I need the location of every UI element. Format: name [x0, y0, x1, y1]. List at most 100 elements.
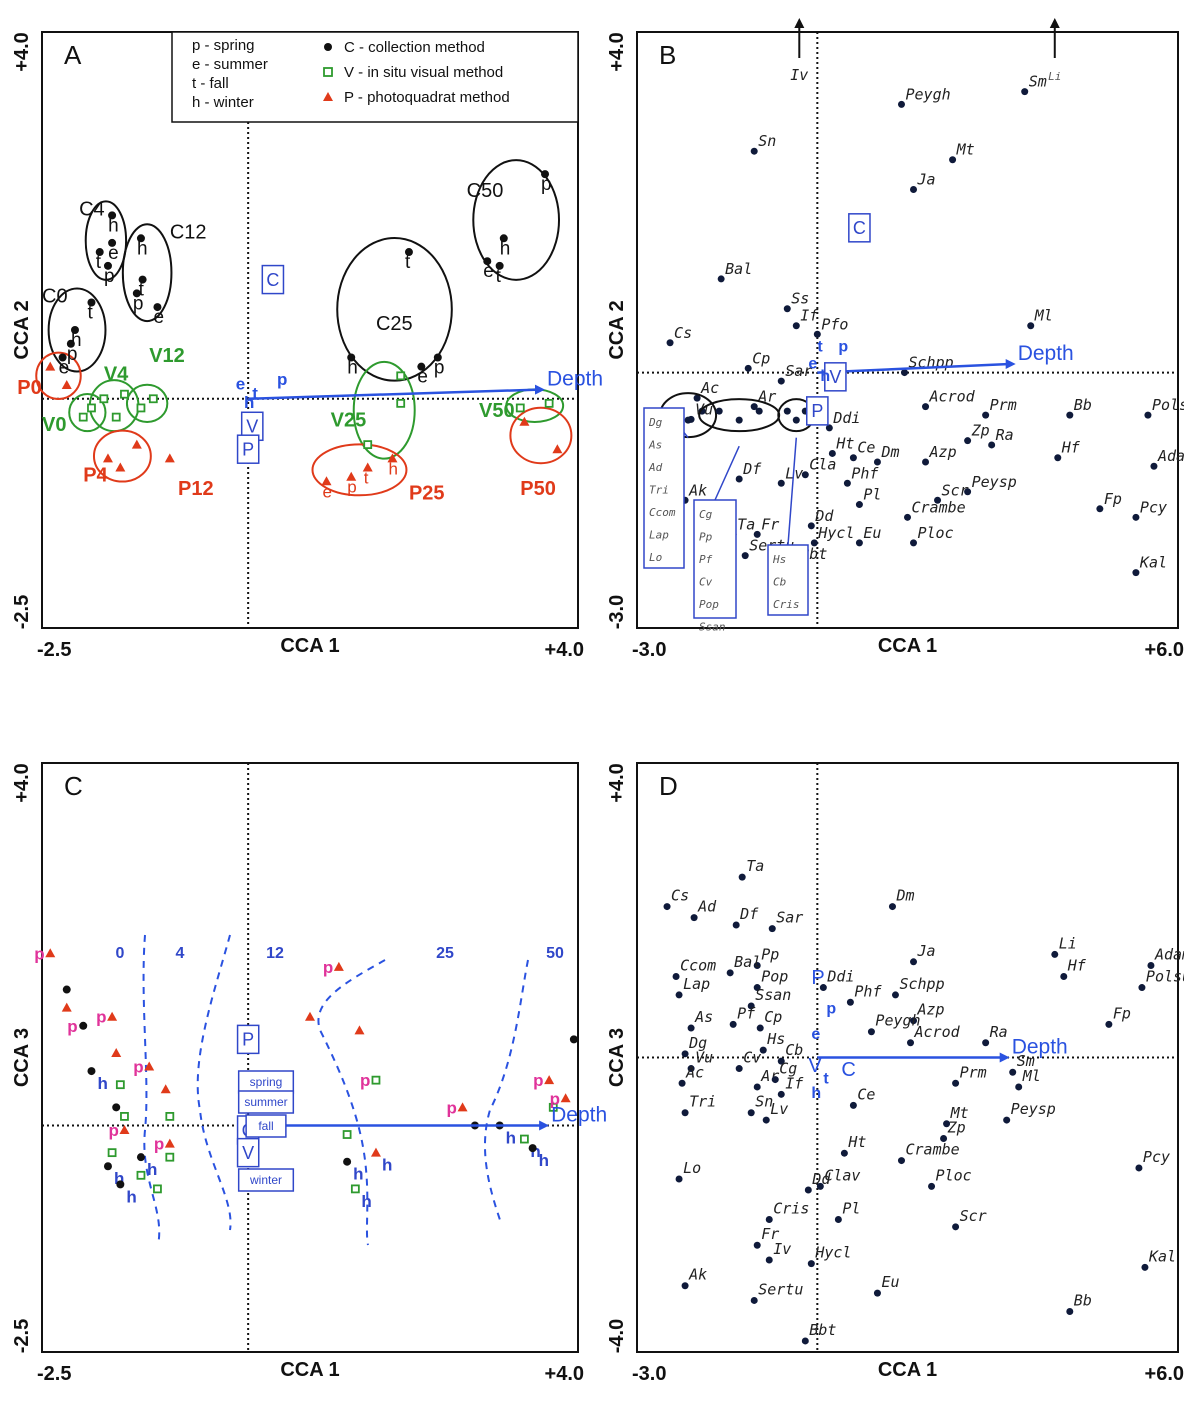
collection-sample-point [495, 261, 504, 270]
species-point-Cv [735, 1065, 743, 1073]
species-label-As: As [694, 1008, 713, 1026]
species-point-Peysp [964, 488, 972, 496]
species-label-Ad: Ad [697, 898, 717, 916]
season-centroid-t: t [817, 338, 823, 355]
collection-sample-point [569, 1035, 578, 1044]
season-mark: e [417, 367, 428, 388]
species-point-Ce [849, 1101, 857, 1109]
species-point-Kal [1132, 569, 1140, 577]
photo-sample-point [102, 453, 113, 463]
x-tick-min: -3.0 [632, 1363, 666, 1385]
season-mark-spring: p [533, 1071, 543, 1090]
depth-label: Depth [1018, 342, 1074, 365]
species-point-Bb [1066, 411, 1074, 419]
species-point-Sn [747, 1109, 755, 1117]
species-point-Bal [726, 969, 734, 977]
depth-zone-boundary [196, 934, 232, 1231]
species-label-Fp: Fp [1104, 490, 1122, 508]
species-label-Bal: Bal [734, 953, 761, 971]
species-label-Schpp: Schpp [899, 975, 944, 993]
species-label-Cris: Cris [773, 1199, 809, 1217]
x-axis-label: CCA 1 [878, 635, 937, 657]
species-point-Df [735, 475, 743, 483]
collection-sample-point [70, 326, 79, 334]
visual-sample-point [87, 403, 96, 413]
species-label-Kal: Kal [1139, 554, 1167, 572]
season-mark-spring: p [447, 1098, 457, 1117]
species-label-Ra: Ra [990, 1023, 1008, 1041]
species-label-Hs: Hs [766, 1030, 785, 1048]
species-group-item-Hs: Hs [772, 553, 786, 566]
species-point-Ddi [819, 984, 827, 992]
species-point-Eu [873, 1289, 881, 1297]
species-label-Acrod: Acrod [914, 1023, 961, 1041]
species-label-If: If [800, 307, 819, 325]
species-label-Pop: Pop [761, 968, 788, 986]
species-group-box: Hs Cb Cris [767, 437, 809, 616]
y-tick-max: +4.0 [11, 763, 33, 802]
x-tick-min: -2.5 [37, 639, 71, 661]
species-group-item-As: As [648, 439, 662, 452]
species-label-Ta: Ta [746, 857, 764, 875]
visual-sample-point [515, 403, 525, 413]
species-label-Pcy: Pcy [1140, 498, 1167, 516]
species-label-Eu: Eu [881, 1273, 899, 1291]
legend-collection-marker [324, 43, 332, 51]
species-point-Phf [846, 998, 854, 1006]
species-label-Mt: Mt [950, 1104, 969, 1122]
collection-sample-point [103, 261, 112, 270]
species-label-Sm: Sm [1029, 73, 1047, 91]
species-label-Tri: Tri [689, 1093, 716, 1111]
season-mark: p [434, 358, 445, 379]
species-label-Pf: Pf [737, 1004, 756, 1022]
photo-sample-point [61, 1002, 72, 1012]
species-label-Zp: Zp [971, 422, 990, 440]
species-point-Peysp [1003, 1116, 1011, 1124]
species-label-Sm: Sm [1017, 1052, 1035, 1070]
species-point-Dm [873, 458, 881, 466]
y-tick-min: -2.5 [11, 595, 33, 629]
photo-sample-point [119, 1124, 130, 1134]
species-label-Lap: Lap [683, 975, 710, 993]
species-point-Pl [834, 1215, 842, 1223]
species-point-Ploc [928, 1182, 936, 1190]
visual-sample-point [520, 1134, 529, 1144]
species-label-Sertu: Sertu [758, 1280, 803, 1298]
visual-sample-point [78, 412, 88, 422]
group-envelope [509, 406, 573, 465]
season-mark: t [364, 469, 369, 488]
species-label-Ak: Ak [688, 1266, 707, 1284]
x-axis-label: CCA 1 [878, 1359, 937, 1381]
group-envelope [505, 388, 565, 423]
depth-label: Depth [551, 1103, 607, 1126]
species-label-Ssan: Ssan [755, 986, 791, 1004]
collection-sample-point [95, 248, 104, 257]
species-label-Ss: Ss [791, 290, 809, 308]
species-label-Ra: Ra [996, 426, 1014, 444]
season-centroid-t: t [823, 1070, 829, 1087]
depth-zone-label-50: 50 [546, 945, 564, 962]
photo-sample-point [131, 439, 142, 449]
legend-visual-marker [323, 67, 333, 77]
photo-sample-point [144, 1061, 155, 1071]
season-mark-winter: h [506, 1128, 516, 1147]
species-point-Schpp [891, 991, 899, 999]
season-mark-spring: p [323, 958, 333, 977]
species-point-Prm [982, 411, 990, 419]
species-label-Hf: Hf [1067, 957, 1087, 975]
method-centroid-P-box [236, 1024, 260, 1055]
visual-sample-point [548, 1102, 558, 1112]
species-point-Sm [1009, 1068, 1017, 1076]
species-label-Pl: Pl [842, 1199, 860, 1217]
y-tick-min: -4.0 [606, 1319, 628, 1353]
season-mark-spring: p [154, 1135, 164, 1154]
visual-sample-point [350, 1184, 360, 1194]
group-envelope [352, 360, 416, 460]
species-label-Sar: Sar [785, 362, 812, 380]
visual-sample-point [165, 1112, 175, 1121]
species-point-Ssan [747, 1002, 755, 1010]
species-label-Ddi: Ddi [826, 968, 854, 986]
legend-method-C: C - collection method [344, 39, 485, 56]
species-point-Ht [840, 1149, 848, 1157]
clustered-species-point [735, 416, 743, 424]
